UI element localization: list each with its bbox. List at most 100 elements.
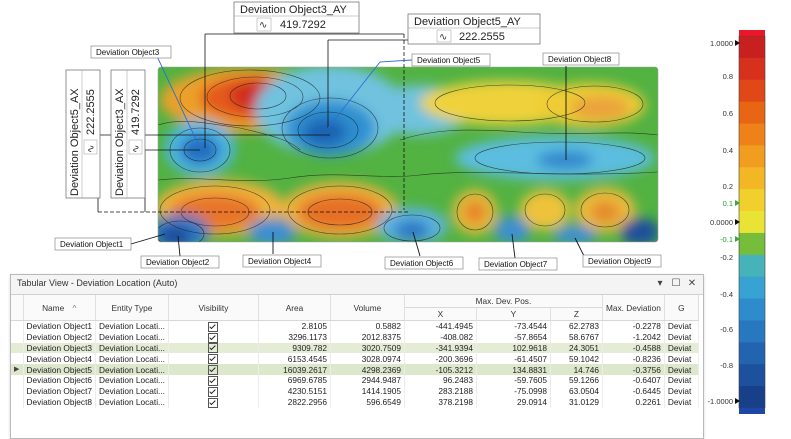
close-icon[interactable]: ✕ (687, 278, 697, 289)
cell-g[interactable]: Deviat (664, 320, 699, 332)
table-row[interactable]: Deviation Object7 Deviation Locati... 4230… (11, 385, 699, 397)
cell-entity[interactable]: Deviation Locati... (95, 375, 169, 386)
cell-maxdev[interactable]: -0.3756 (602, 364, 665, 376)
cell-g[interactable]: Deviat (664, 331, 699, 343)
column-header-name[interactable]: Name ^ (23, 295, 96, 321)
cell-z[interactable]: 24.3051 (550, 342, 603, 354)
table-row[interactable]: ▶ Deviation Object5 Deviation Locati... 160… (11, 364, 699, 376)
cell-area[interactable]: 2.8105 (258, 320, 331, 332)
tabular-view-panel[interactable]: Tabular View - Deviation Location (Auto)… (10, 274, 704, 439)
dimension-object3-ax[interactable]: Deviation Object3_AX ∿ 419.7292 (98, 69, 410, 213)
cell-x[interactable]: -200.3696 (404, 353, 477, 365)
cell-maxdev[interactable]: -0.4588 (602, 342, 665, 354)
table-row[interactable]: Deviation Object8 Deviation Locati... 2822… (11, 396, 699, 408)
color-bar[interactable]: 1.0000 0.8 0.6 0.4 0.2 0.1 0.0000 -0.1 -0.2 -0.4 -… (708, 30, 766, 414)
cell-area[interactable]: 16039.2617 (258, 364, 331, 376)
table-row[interactable]: Deviation Object1 Deviation Locati... 2.81… (11, 320, 699, 332)
column-header-z[interactable]: Z (550, 307, 603, 321)
cell-name[interactable]: Deviation Object4 (23, 353, 96, 365)
column-header-area[interactable]: Area (258, 295, 331, 321)
table-row[interactable]: Deviation Object6 Deviation Locati... 6969… (11, 375, 699, 386)
cell-g[interactable]: Deviat (664, 342, 699, 354)
cell-y[interactable]: -57.8654 (476, 331, 551, 343)
cell-z[interactable]: 59.1266 (550, 375, 603, 386)
cell-y[interactable]: -75.0998 (476, 385, 551, 397)
cell-name[interactable]: Deviation Object1 (23, 320, 96, 332)
cell-entity[interactable]: Deviation Locati... (95, 364, 169, 376)
cell-volume[interactable]: 2012.8375 (330, 331, 405, 343)
checkbox-checked-icon[interactable] (208, 365, 219, 376)
callout-object9[interactable]: Deviation Object9 (574, 237, 662, 268)
column-header-visibility[interactable]: Visibility (168, 295, 259, 321)
cell-z[interactable]: 59.1042 (550, 353, 603, 365)
cell-y[interactable]: -59.7605 (476, 375, 551, 386)
callout-object3[interactable]: Deviation Object3 (90, 45, 201, 149)
checkbox-checked-icon[interactable] (208, 332, 219, 343)
checkbox-checked-icon[interactable] (208, 397, 219, 408)
column-header-x[interactable]: X (404, 307, 477, 321)
cell-y[interactable]: 102.9618 (476, 342, 551, 354)
cell-volume[interactable]: 0.5882 (330, 320, 405, 332)
cell-y[interactable]: 29.0914 (476, 396, 551, 408)
cell-maxdev[interactable]: -0.2278 (602, 320, 665, 332)
dimension-object5-ax[interactable]: Deviation Object5_AX ∿ 222.2555 (65, 69, 330, 212)
checkbox-checked-icon[interactable] (208, 354, 219, 365)
cell-x[interactable]: -441.4945 (404, 320, 477, 332)
visibility-checkbox[interactable] (168, 353, 259, 365)
checkbox-checked-icon[interactable] (208, 343, 219, 354)
cell-name[interactable]: Deviation Object7 (23, 385, 96, 397)
cell-area[interactable]: 2822.2956 (258, 396, 331, 408)
cell-y[interactable]: 134.8831 (476, 364, 551, 376)
cell-entity[interactable]: Deviation Locati... (95, 342, 169, 354)
cell-area[interactable]: 6969.6785 (258, 375, 331, 386)
cell-g[interactable]: Deviat (664, 396, 699, 408)
column-header-max-dev-pos[interactable]: Max. Dev. Pos. (404, 295, 603, 308)
cell-g[interactable]: Deviat (664, 364, 699, 376)
cell-name[interactable]: Deviation Object3 (23, 342, 96, 354)
cell-name[interactable]: Deviation Object8 (23, 396, 96, 408)
maximize-icon[interactable]: ☐ (671, 278, 681, 289)
cell-volume[interactable]: 596.6549 (330, 396, 405, 408)
table-row[interactable]: Deviation Object2 Deviation Locati... 3296… (11, 331, 699, 343)
cell-x[interactable]: -341.9394 (404, 342, 477, 354)
cell-z[interactable]: 31.0129 (550, 396, 603, 408)
dimension-object5-ay[interactable]: Deviation Object5_AY ∿ 222.2555 (327, 13, 541, 128)
cell-area[interactable]: 4230.5151 (258, 385, 331, 397)
cell-volume[interactable]: 4298.2369 (330, 364, 405, 376)
cell-x[interactable]: 283.2188 (404, 385, 477, 397)
visibility-checkbox[interactable] (168, 375, 259, 386)
cell-x[interactable]: -105.3212 (404, 364, 477, 376)
cell-area[interactable]: 9309.782 (258, 342, 331, 354)
column-header-g[interactable]: G (664, 295, 699, 321)
cell-z[interactable]: 62.2783 (550, 320, 603, 332)
cell-g[interactable]: Deviat (664, 385, 699, 397)
cell-entity[interactable]: Deviation Locati... (95, 396, 169, 408)
dimension-object3-ay[interactable]: Deviation Object3_AY ∿ 419.7292 (204, 1, 405, 210)
column-header-y[interactable]: Y (476, 307, 551, 321)
cell-x[interactable]: 96.2483 (404, 375, 477, 386)
visibility-checkbox[interactable] (168, 364, 259, 376)
cell-maxdev[interactable]: 0.2261 (602, 396, 665, 408)
cell-y[interactable]: -61.4507 (476, 353, 551, 365)
callout-object2[interactable]: Deviation Object2 (140, 235, 220, 269)
cell-z[interactable]: 14.746 (550, 364, 603, 376)
visibility-checkbox[interactable] (168, 331, 259, 343)
cell-entity[interactable]: Deviation Locati... (95, 385, 169, 397)
cell-volume[interactable]: 2944.9487 (330, 375, 405, 386)
visibility-checkbox[interactable] (168, 342, 259, 354)
table-row[interactable]: Deviation Object4 Deviation Locati... 6153… (11, 353, 699, 365)
cell-entity[interactable]: Deviation Locati... (95, 331, 169, 343)
cell-area[interactable]: 3296.1173 (258, 331, 331, 343)
deviation-table-body[interactable]: Deviation Object1 Deviation Locati... 2.81… (11, 320, 699, 408)
cell-maxdev[interactable]: -0.6445 (602, 385, 665, 397)
dropdown-icon[interactable]: ▾ (657, 278, 663, 289)
cell-x[interactable]: -408.082 (404, 331, 477, 343)
cell-volume[interactable]: 1414.1905 (330, 385, 405, 397)
cell-name[interactable]: Deviation Object6 (23, 375, 96, 386)
cell-g[interactable]: Deviat (664, 353, 699, 365)
cell-volume[interactable]: 3020.7509 (330, 342, 405, 354)
column-header-volume[interactable]: Volume (330, 295, 405, 321)
cell-maxdev[interactable]: -0.6407 (602, 375, 665, 386)
cell-z[interactable]: 58.6767 (550, 331, 603, 343)
